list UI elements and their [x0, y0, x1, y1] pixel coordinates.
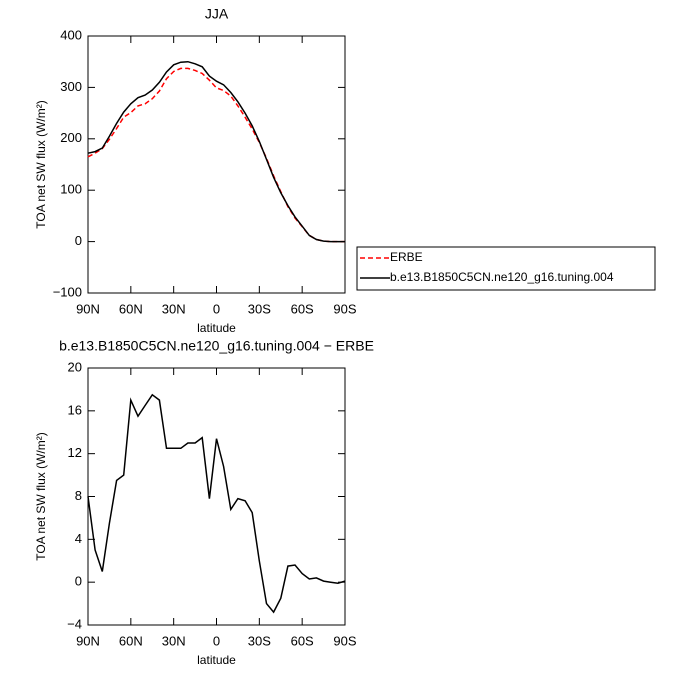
x-tick-label: 30S [248, 633, 271, 648]
legend-label: b.e13.B1850C5CN.ne120_g16.tuning.004 [390, 270, 614, 284]
x-axis-label: latitude [197, 321, 236, 335]
x-tick-label: 90N [76, 301, 100, 316]
x-tick-label: 30S [248, 301, 271, 316]
y-tick-label: 16 [68, 402, 82, 417]
x-tick-label: 0 [213, 301, 220, 316]
x-tick-label: 60S [291, 301, 314, 316]
x-tick-label: 60N [119, 633, 143, 648]
y-tick-label: 0 [75, 233, 82, 248]
y-tick-label: 200 [60, 130, 82, 145]
difference-line [87, 393, 346, 614]
y-tick-label: 100 [60, 182, 82, 197]
y-tick-label: −100 [53, 284, 82, 299]
chart-title: JJA [205, 6, 229, 22]
y-tick-label: 4 [75, 531, 82, 546]
legend-box [356, 246, 656, 291]
y-tick-label: 0 [75, 574, 82, 589]
x-tick-label: 60S [291, 633, 314, 648]
x-tick-label: 0 [213, 633, 220, 648]
x-axis-label: latitude [197, 653, 236, 667]
x-tick-label: 30N [162, 633, 186, 648]
y-tick-label: 20 [68, 359, 82, 374]
plot-frame [87, 367, 346, 626]
x-tick-label: 60N [119, 301, 143, 316]
y-tick-label: 12 [68, 445, 82, 460]
chart-title: b.e13.B1850C5CN.ne120_g16.tuning.004 − E… [59, 338, 374, 354]
y-tick-label: 8 [75, 488, 82, 503]
legend-label: ERBE [390, 250, 423, 264]
x-tick-label: 90N [76, 633, 100, 648]
y-axis-label: TOA net SW flux (W/m²) [34, 100, 48, 228]
x-tick-label: 90S [333, 633, 356, 648]
y-axis-label: TOA net SW flux (W/m²) [34, 432, 48, 560]
y-tick-label: −4 [67, 616, 82, 631]
y-tick-label: 400 [60, 27, 82, 42]
x-tick-label: 90S [333, 301, 356, 316]
series-line [87, 60, 345, 243]
series-line [87, 67, 345, 243]
plot-frame [87, 35, 346, 294]
x-tick-label: 30N [162, 301, 186, 316]
y-tick-label: 300 [60, 79, 82, 94]
